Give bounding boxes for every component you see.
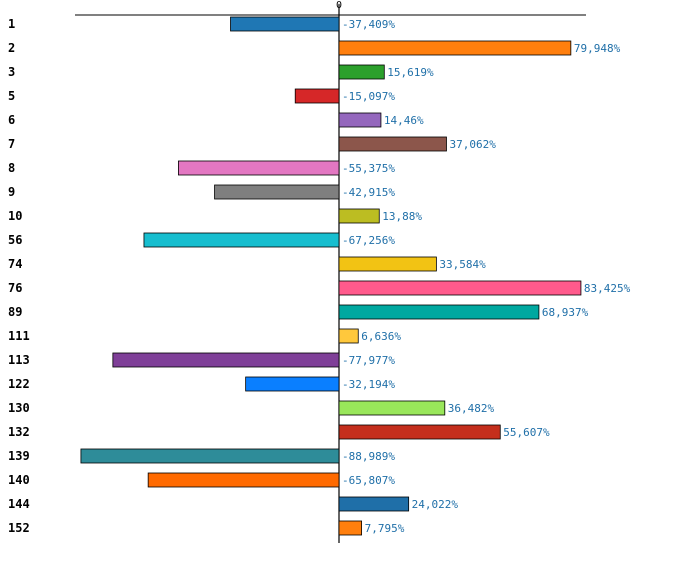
category-label: 5	[8, 89, 15, 103]
category-label: 3	[8, 65, 15, 79]
category-label: 111	[8, 329, 30, 343]
bar	[338, 304, 540, 320]
value-label: -15,097%	[342, 90, 395, 103]
category-label: 140	[8, 473, 30, 487]
bar	[230, 16, 340, 32]
category-label: 89	[8, 305, 22, 319]
value-label: -77,977%	[342, 354, 395, 367]
value-label: 33,584%	[439, 258, 486, 271]
value-label: -65,807%	[342, 474, 395, 487]
bar	[338, 136, 447, 152]
value-label: -88,989%	[342, 450, 395, 463]
bar	[143, 232, 340, 248]
bar	[338, 64, 385, 80]
category-label: 9	[8, 185, 15, 199]
category-label: 144	[8, 497, 30, 511]
bars-group: 1 -37,409% 2 79,948% 3 15,619% 5 -15,097% 6 14,46…	[8, 16, 631, 536]
category-label: 2	[8, 41, 15, 55]
category-label: 113	[8, 353, 30, 367]
bar	[147, 472, 340, 488]
bar	[338, 208, 380, 224]
category-label: 132	[8, 425, 30, 439]
category-label: 6	[8, 113, 15, 127]
value-label: -55,375%	[342, 162, 395, 175]
category-label: 74	[8, 257, 22, 271]
category-label: 130	[8, 401, 30, 415]
bar	[338, 520, 363, 536]
value-label: 15,619%	[387, 66, 434, 79]
bar	[80, 448, 340, 464]
bar	[245, 376, 340, 392]
value-label: 83,425%	[584, 282, 631, 295]
bar	[112, 352, 340, 368]
category-label: 56	[8, 233, 22, 247]
value-label: -42,915%	[342, 186, 395, 199]
value-label: -32,194%	[342, 378, 395, 391]
bar	[338, 424, 501, 440]
bar	[214, 184, 340, 200]
bar	[338, 256, 437, 272]
value-label: 24,022%	[412, 498, 459, 511]
value-label: 68,937%	[542, 306, 589, 319]
bar	[294, 88, 340, 104]
bar	[338, 280, 582, 296]
zero-tick-label: 0	[336, 0, 342, 11]
value-label: 7,795%	[365, 522, 405, 535]
bar	[338, 496, 410, 512]
value-label: -67,256%	[342, 234, 395, 247]
bar	[338, 400, 446, 416]
category-label: 7	[8, 137, 15, 151]
value-label: 79,948%	[574, 42, 621, 55]
value-label: 6,636%	[361, 330, 401, 343]
category-label: 8	[8, 161, 15, 175]
value-label: 55,607%	[503, 426, 550, 439]
bar	[338, 328, 359, 344]
category-label: 1	[8, 17, 15, 31]
value-label: 14,46%	[384, 114, 424, 127]
category-label: 139	[8, 449, 30, 463]
category-label: 152	[8, 521, 30, 535]
category-label: 122	[8, 377, 30, 391]
value-label: -37,409%	[342, 18, 395, 31]
value-label: 37,062%	[449, 138, 496, 151]
bar	[338, 112, 382, 128]
bar	[338, 40, 572, 56]
value-label: 36,482%	[448, 402, 495, 415]
category-label: 10	[8, 209, 22, 223]
category-label: 76	[8, 281, 22, 295]
bar	[178, 160, 340, 176]
value-label: 13,88%	[382, 210, 422, 223]
